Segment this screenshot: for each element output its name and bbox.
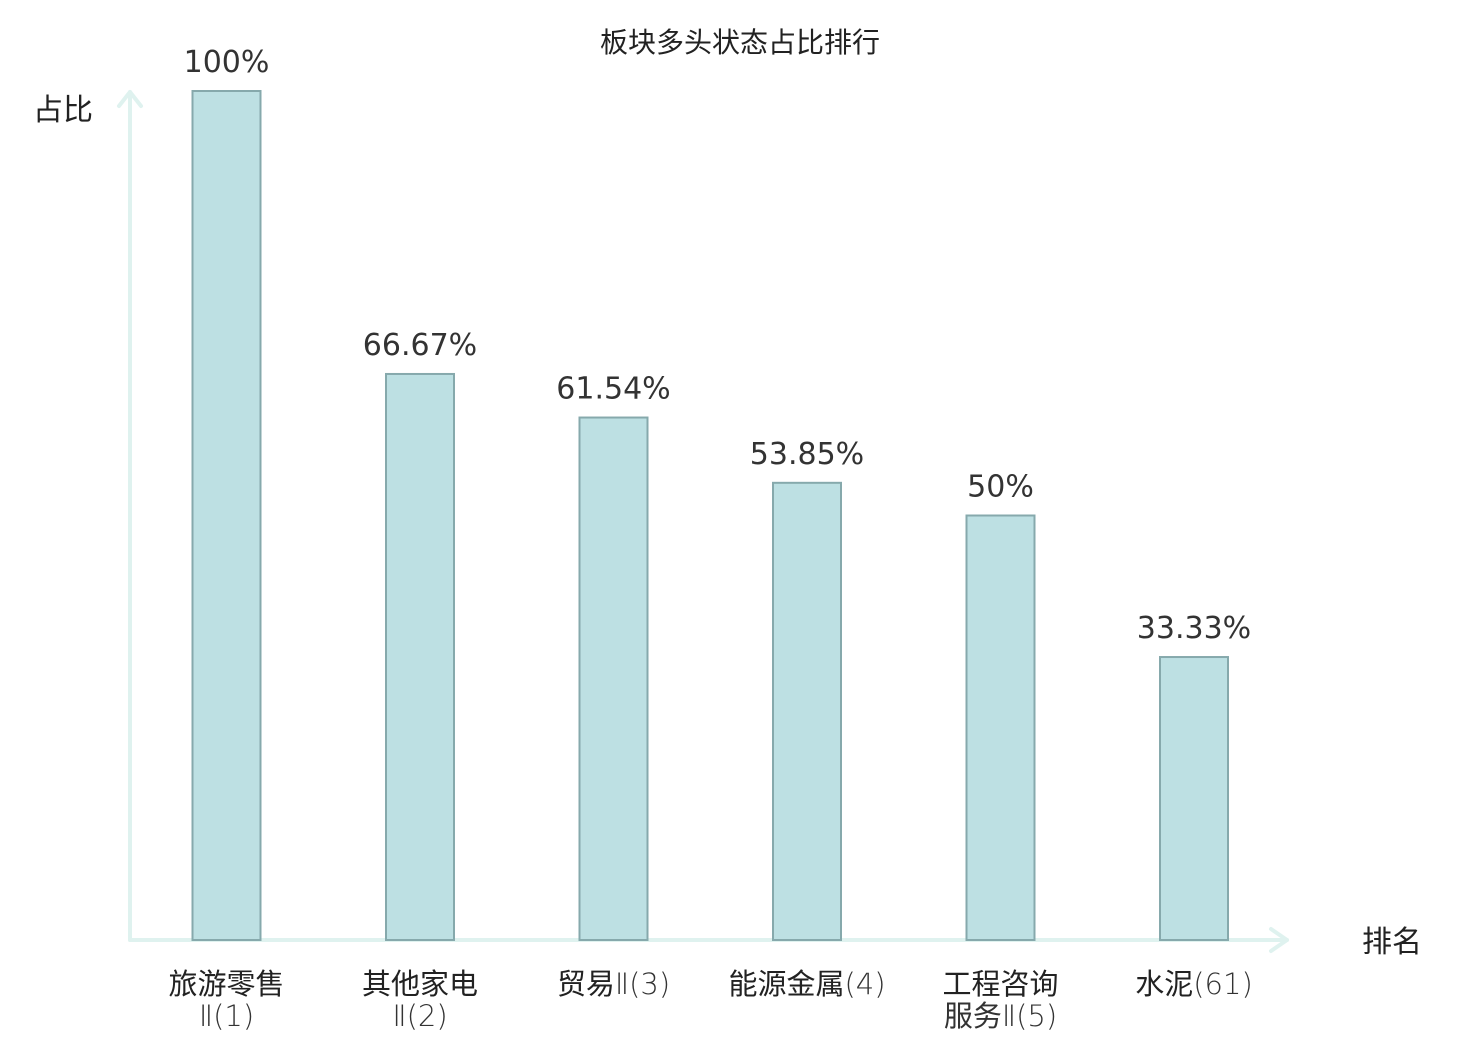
- value-label-6: 33.33%: [1137, 611, 1251, 646]
- bar-6: [1159, 656, 1229, 942]
- value-label-1: 100%: [184, 45, 270, 80]
- x-axis-label: 排名: [1362, 925, 1422, 960]
- axes: [117, 90, 1289, 953]
- category-label-1: 旅游零售: [168, 967, 284, 1001]
- category-label-5: 工程咨询: [942, 967, 1058, 1001]
- category-label-6: 水泥(61): [1135, 967, 1253, 1001]
- value-label-2: 66.67%: [363, 328, 477, 363]
- x-axis-arrow: [1269, 927, 1289, 953]
- category-label-2: 其他家电: [362, 967, 478, 1001]
- category-label-4: 能源金属(4): [728, 967, 885, 1001]
- bar-1: [191, 90, 262, 941]
- chart-title: 板块多头状态占比排行: [600, 26, 880, 59]
- bar-5: [965, 514, 1036, 941]
- value-label-5: 50%: [967, 470, 1034, 505]
- bar-3: [578, 416, 649, 941]
- value-label-4: 53.85%: [750, 437, 864, 472]
- value-labels: 100% 66.67% 61.54% 53.85% 50% 33.33%: [184, 45, 1252, 646]
- category-label-3: 贸易Ⅱ(3): [557, 967, 670, 1001]
- bar-4: [772, 481, 842, 941]
- y-axis-label: 占比: [33, 93, 93, 128]
- category-sublabel-2: Ⅱ(2): [392, 999, 447, 1033]
- bars: [191, 90, 1229, 942]
- category-sublabel-5: 服务Ⅱ(5): [944, 999, 1057, 1033]
- bar-2: [385, 372, 455, 942]
- y-axis-arrow: [117, 90, 143, 108]
- value-label-3: 61.54%: [556, 372, 670, 407]
- category-sublabel-1: Ⅱ(1): [199, 999, 254, 1033]
